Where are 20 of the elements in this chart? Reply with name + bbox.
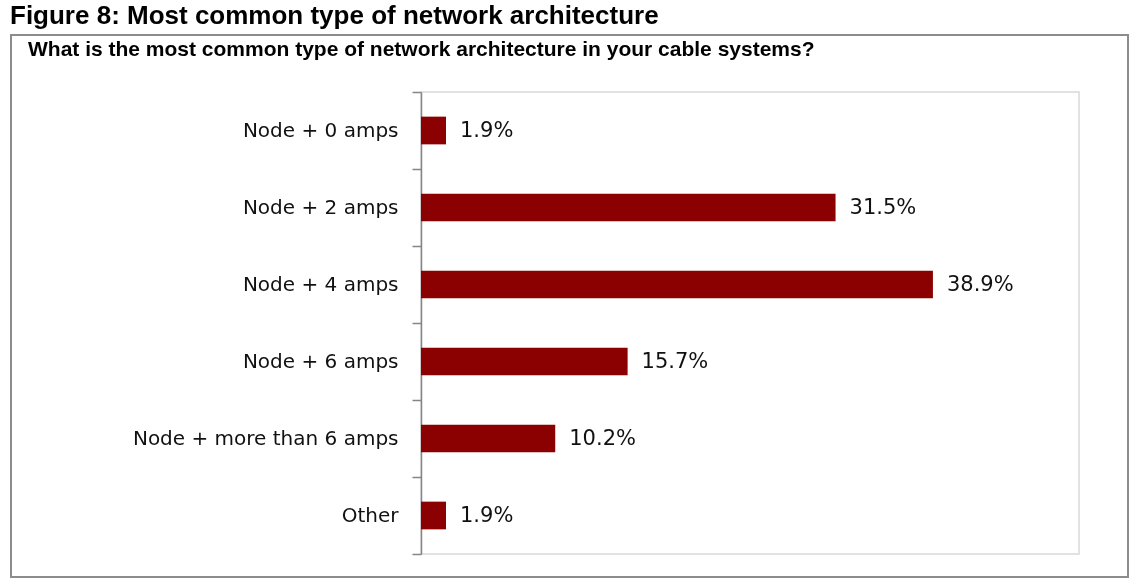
y-tick-label: Node + 2 amps [242, 195, 399, 219]
bar [421, 501, 446, 530]
data-label: 31.5% [849, 194, 917, 219]
chart-title: Figure 8: Most common type of network architecture [10, 0, 659, 30]
bar [421, 193, 836, 222]
y-tick-label: Node + 4 amps [242, 272, 399, 296]
data-label: 10.2% [569, 425, 636, 450]
bar [421, 347, 628, 376]
data-label: 1.9% [460, 502, 514, 527]
y-tick-label: Node + 0 amps [242, 118, 399, 142]
y-tick-label: Other [341, 503, 400, 527]
data-label: 15.7% [641, 348, 709, 373]
y-tick-label: Node + more than 6 amps [132, 426, 399, 450]
chart-subtitle: What is the most common type of network architecture in your cable systems? [28, 37, 815, 60]
data-label: 38.9% [946, 271, 1014, 296]
bar [421, 424, 556, 453]
y-tick-label: Node + 6 amps [242, 349, 399, 373]
bar [421, 270, 933, 299]
bar [421, 116, 446, 145]
data-label: 1.9% [460, 117, 514, 142]
